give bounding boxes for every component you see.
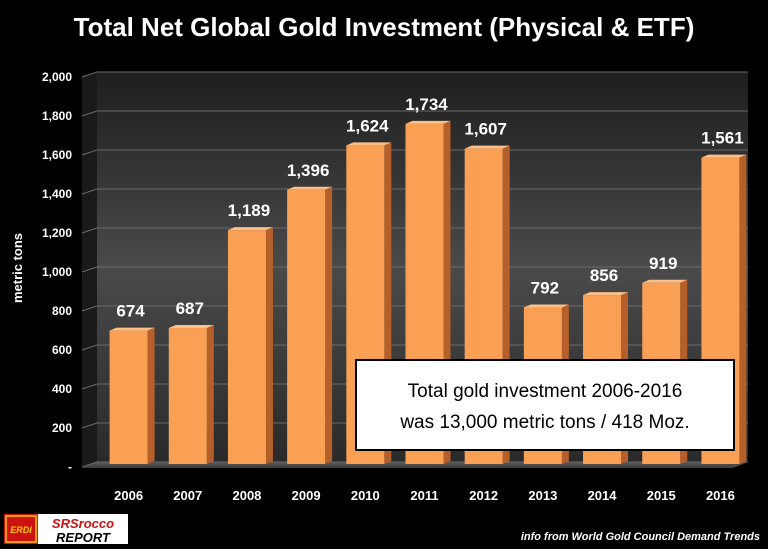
- grid-line-left: [81, 461, 98, 468]
- y-tick-label: 400: [52, 382, 72, 396]
- bar-2009: [287, 186, 333, 464]
- bar-top: [109, 327, 155, 331]
- data-label-2006: 674: [116, 302, 145, 321]
- bar-top: [583, 292, 629, 296]
- x-tick-label-2011: 2011: [410, 488, 438, 503]
- logo-line-1: SRSrocco: [52, 516, 114, 531]
- y-tick-label: 200: [52, 421, 72, 435]
- data-label-2009: 1,396: [287, 161, 330, 180]
- bar-top: [287, 186, 333, 190]
- x-tick-label-2012: 2012: [469, 488, 498, 503]
- bar-2007: [168, 325, 214, 464]
- bar-side: [265, 227, 273, 464]
- logo: ERDI SRSrocco REPORT: [4, 514, 128, 545]
- x-tick-label-2016: 2016: [706, 488, 735, 503]
- annotation-line-1: Total gold investment 2006-2016: [408, 381, 683, 402]
- data-labels: 674 687 1,189 1,396 1,624 1,734 1,607 792 856 919…: [116, 95, 743, 321]
- bar-top: [346, 142, 392, 146]
- data-label-2013: 792: [531, 279, 559, 298]
- y-tick-label: 600: [52, 343, 72, 357]
- data-label-2010: 1,624: [346, 116, 389, 135]
- x-tick-label-2008: 2008: [232, 488, 261, 503]
- bar-front: [287, 189, 326, 464]
- x-tick-label-2010: 2010: [351, 488, 380, 503]
- annotation-background: [355, 359, 735, 451]
- source-note: info from World Gold Council Demand Tren…: [521, 531, 760, 543]
- data-label-2015: 919: [649, 254, 677, 273]
- bar-top: [464, 145, 510, 149]
- data-label-2011: 1,734: [405, 95, 448, 114]
- y-tick-label: 1,000: [42, 265, 72, 279]
- grid-line-left: [81, 188, 98, 195]
- logo-line-2: REPORT: [56, 530, 111, 545]
- bar-front: [168, 328, 207, 464]
- chart-title: Total Net Global Gold Investment (Physic…: [74, 12, 695, 42]
- bar-side: [206, 325, 214, 464]
- y-tick-label: 1,200: [42, 226, 72, 240]
- bar-side: [739, 154, 747, 465]
- y-tick-label: -: [68, 460, 72, 474]
- y-axis-ticks: - 200 400 600 800 1,000 1,200 1,400 1,600 1,800 2,…: [42, 70, 72, 474]
- grid-line-left: [81, 110, 98, 117]
- bar-top: [523, 304, 569, 308]
- grid-line-left: [81, 71, 98, 78]
- data-label-2012: 1,607: [464, 120, 507, 139]
- logo-badge: ERDI: [10, 525, 32, 535]
- data-label-2008: 1,189: [228, 201, 271, 220]
- grid-line-left: [81, 422, 98, 429]
- annotation-box: Total gold investment 2006-2016 was 13,0…: [355, 359, 735, 451]
- y-tick-label: 1,400: [42, 187, 72, 201]
- grid-line-left: [81, 344, 98, 351]
- grid-line-left: [81, 266, 98, 273]
- grid-line-left: [81, 149, 98, 156]
- logo-text-bg: [38, 514, 128, 544]
- bar-top: [642, 279, 688, 283]
- bar-2008: [227, 227, 273, 464]
- y-tick-label: 2,000: [42, 70, 72, 84]
- bar-side: [325, 186, 333, 464]
- bar-top: [701, 154, 747, 158]
- bar-front: [109, 330, 148, 464]
- data-label-2014: 856: [590, 266, 618, 285]
- bar-front: [227, 230, 266, 464]
- bar-side: [147, 327, 155, 464]
- grid-line-left: [81, 305, 98, 312]
- x-tick-label-2014: 2014: [588, 488, 618, 503]
- x-tick-label-2013: 2013: [528, 488, 557, 503]
- logo-badge-bg: [4, 514, 38, 544]
- y-tick-label: 1,800: [42, 109, 72, 123]
- y-tick-label: 800: [52, 304, 72, 318]
- bar-top: [405, 120, 451, 124]
- x-tick-label-2007: 2007: [173, 488, 202, 503]
- data-label-2016: 1,561: [701, 129, 744, 148]
- y-axis-label: metric tons: [10, 233, 25, 303]
- x-tick-label-2015: 2015: [647, 488, 676, 503]
- grid-line-left: [81, 227, 98, 234]
- y-tick-label: 1,600: [42, 148, 72, 162]
- x-tick-label-2009: 2009: [292, 488, 321, 503]
- bar-top: [168, 325, 214, 329]
- bar-2006: [109, 327, 155, 464]
- x-axis-ticks: 2006 2007 2008 2009 2010 2011 2012 2013 2014 2015…: [114, 488, 735, 503]
- bar-top: [227, 227, 273, 231]
- annotation-line-2: was 13,000 metric tons / 418 Moz.: [399, 412, 689, 433]
- grid-line-left: [81, 383, 98, 390]
- x-tick-label-2006: 2006: [114, 488, 143, 503]
- data-label-2007: 687: [176, 299, 204, 318]
